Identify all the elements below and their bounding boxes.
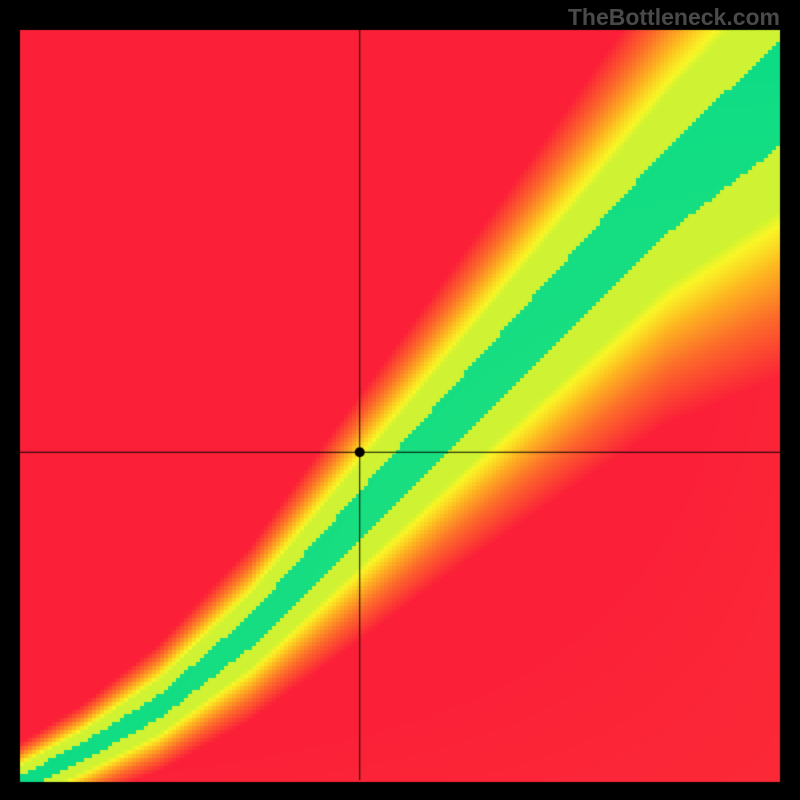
heatmap-canvas xyxy=(0,0,800,800)
chart-container: TheBottleneck.com xyxy=(0,0,800,800)
watermark-text: TheBottleneck.com xyxy=(568,4,780,31)
